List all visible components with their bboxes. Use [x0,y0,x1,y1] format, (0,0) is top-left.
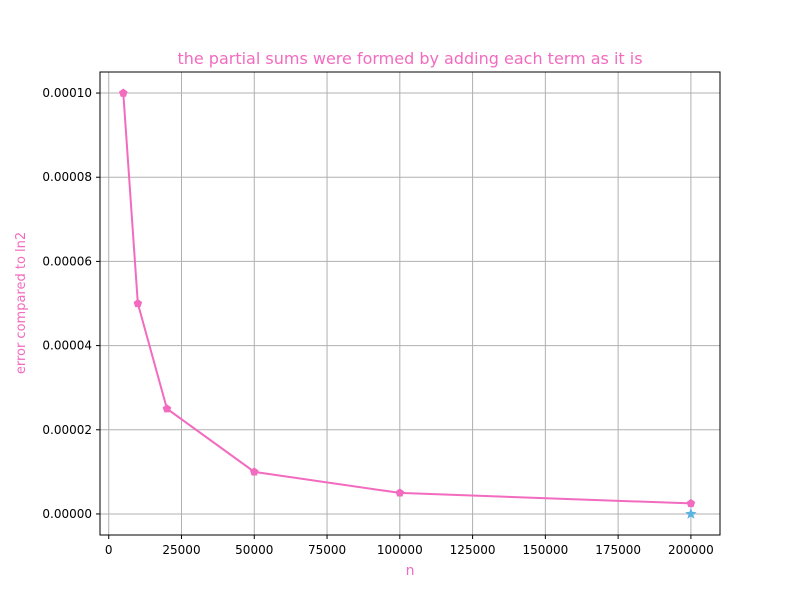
y-tick-label: 0.00002 [42,423,92,437]
x-tick-label: 25000 [162,543,200,557]
y-tick-label: 0.00004 [42,339,92,353]
x-tick-label: 0 [105,543,113,557]
x-axis-label: n [406,563,415,579]
y-tick-label: 0.00006 [42,254,92,268]
series-line [122,92,691,505]
y-tick-label: 0.00000 [42,507,92,521]
data-point-star [685,507,697,519]
x-tick-label: 75000 [308,543,346,557]
axes-frame [99,71,721,536]
grid [100,72,720,535]
data-point [395,488,405,497]
data-point [249,467,259,476]
x-tick-label: 100000 [377,543,423,557]
x-tick-label: 125000 [450,543,496,557]
data-point [133,299,143,308]
x-tick-label: 150000 [522,543,568,557]
data-point [162,404,172,413]
x-tick-label: 200000 [668,543,714,557]
y-tick-label: 0.00008 [42,170,92,184]
y-axis-label: error compared to ln2 [14,232,29,374]
data-point [686,498,696,508]
x-tick-label: 175000 [595,543,641,557]
series-layer [119,88,697,519]
x-tick-label: 50000 [235,543,273,557]
ticks: 0 25000 50000 75000 100000 125000 150000 175000… [42,86,713,557]
y-tick-label: 0.00010 [42,86,92,100]
chart-title: the partial sums were formed by adding e… [177,49,642,68]
data-point [119,88,128,97]
